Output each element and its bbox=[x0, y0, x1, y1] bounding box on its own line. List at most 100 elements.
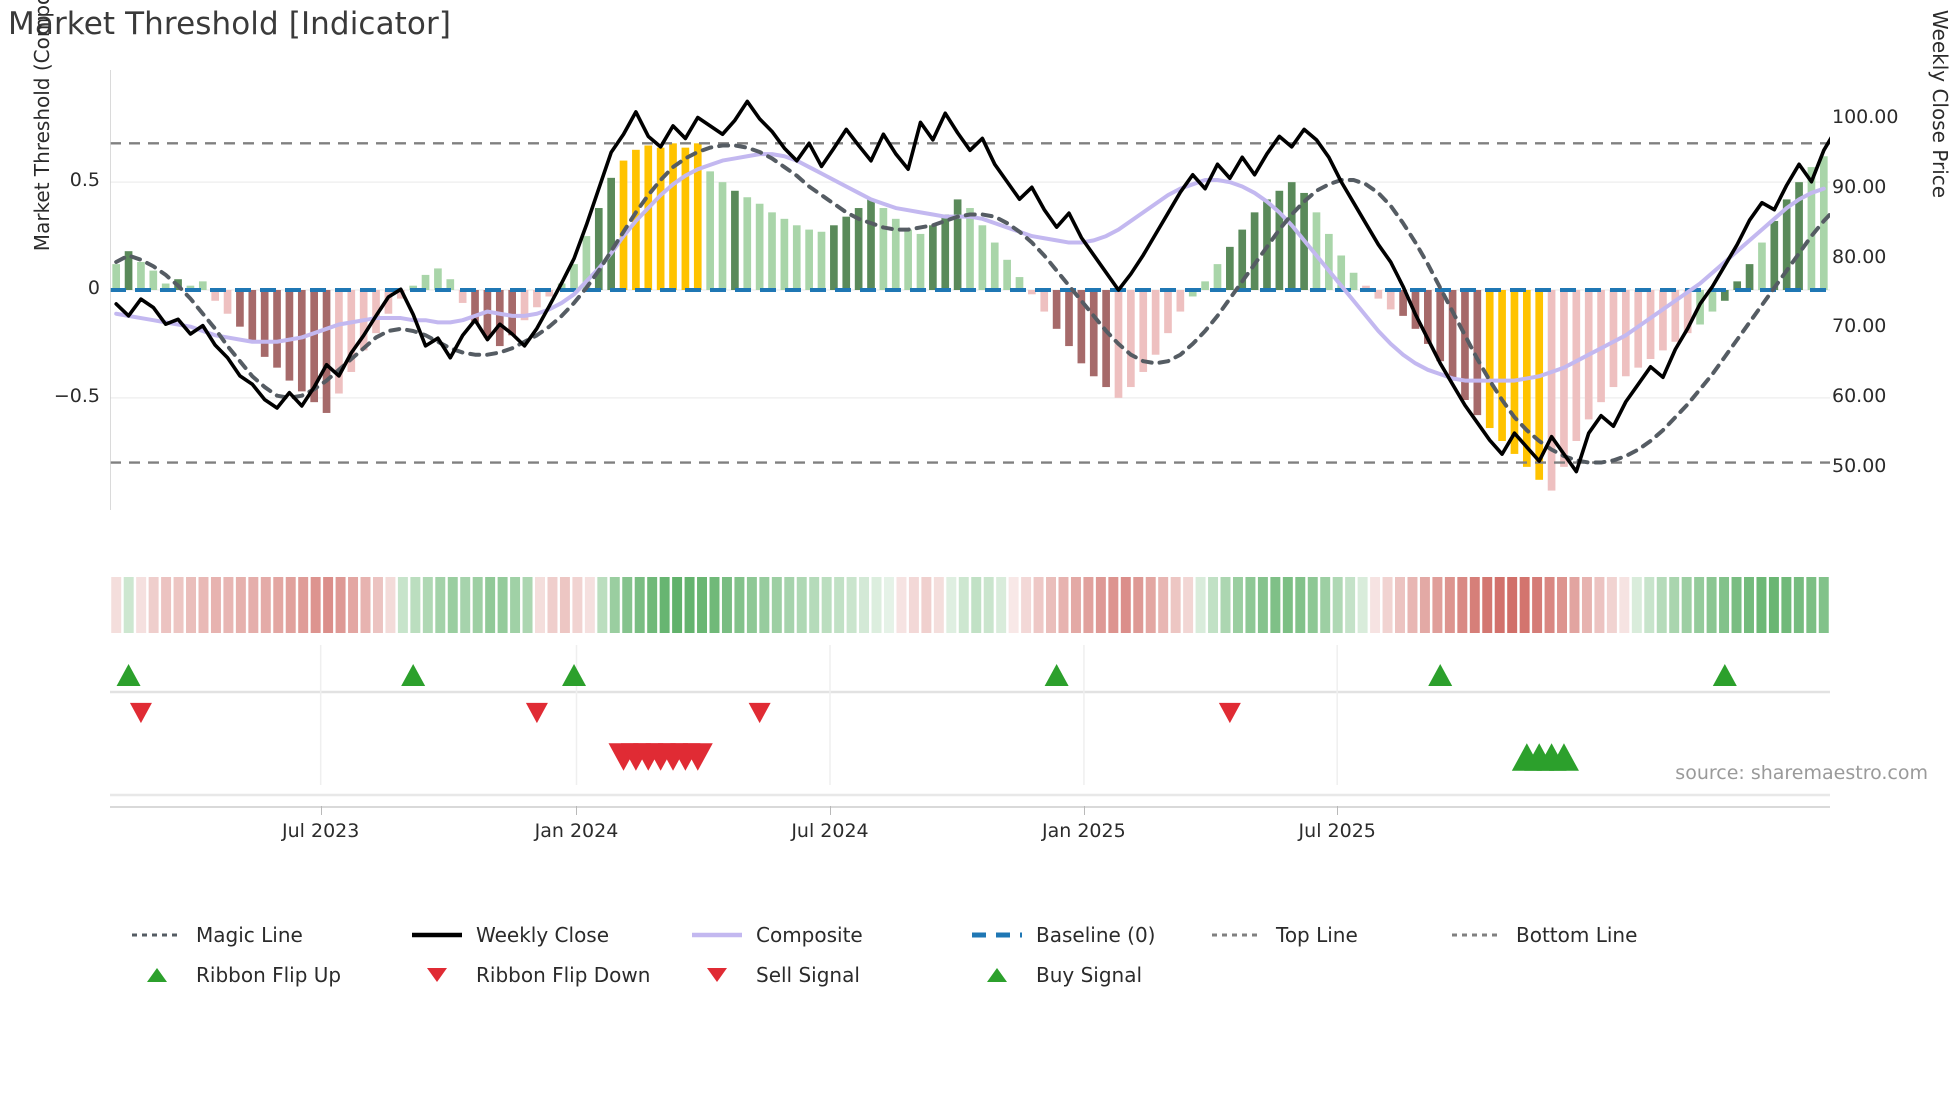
ribbon-flip-up-marker bbox=[1712, 663, 1737, 687]
legend-item[interactable]: Magic Line bbox=[130, 923, 303, 947]
ribbon-cell bbox=[1183, 577, 1194, 633]
y-tick-right: 60.00 bbox=[1832, 385, 1887, 408]
x-tick-label: Jul 2025 bbox=[1298, 820, 1376, 842]
histogram-bar bbox=[1770, 220, 1779, 290]
ribbon-cell bbox=[821, 577, 832, 633]
ribbon-cell bbox=[1731, 577, 1742, 633]
histogram-bar bbox=[990, 242, 999, 290]
ribbon-cell bbox=[1569, 577, 1580, 633]
ribbon-cell bbox=[1494, 577, 1505, 633]
histogram-bar bbox=[1683, 290, 1692, 334]
histogram-bar bbox=[1164, 290, 1172, 334]
histogram-bar bbox=[434, 268, 442, 290]
ribbon-cell bbox=[1232, 577, 1243, 633]
ribbon-cell bbox=[1631, 577, 1642, 633]
y-tick-left: 0 bbox=[87, 277, 100, 299]
legend-item[interactable]: Ribbon Flip Down bbox=[410, 963, 650, 987]
ribbon-cell bbox=[809, 577, 820, 633]
ribbon-cell bbox=[460, 577, 471, 633]
histogram-bar bbox=[124, 251, 133, 290]
histogram-bar bbox=[1089, 290, 1098, 377]
ribbon-cell bbox=[1619, 577, 1630, 633]
histogram-bar bbox=[1510, 290, 1519, 454]
histogram-bar bbox=[1065, 290, 1073, 347]
histogram-bar bbox=[1250, 212, 1259, 290]
ribbon-cell bbox=[1606, 577, 1617, 633]
ribbon-cell bbox=[1220, 577, 1231, 633]
histogram-bar bbox=[1287, 182, 1296, 290]
histogram-bar bbox=[112, 264, 121, 290]
legend-item[interactable]: Weekly Close bbox=[410, 923, 609, 947]
ribbon-cell bbox=[597, 577, 608, 633]
legend-marker-glyph bbox=[707, 968, 727, 982]
buy-signal-marker bbox=[1548, 743, 1579, 771]
histogram-bar bbox=[372, 290, 380, 334]
histogram-bar bbox=[768, 212, 776, 290]
ribbon-cell bbox=[310, 577, 321, 633]
ribbon-cell bbox=[136, 577, 147, 633]
histogram-bar bbox=[1745, 264, 1754, 290]
ribbon-cell bbox=[672, 577, 683, 633]
indicator-plot bbox=[110, 70, 1830, 510]
x-tick-label: Jul 2024 bbox=[791, 820, 869, 842]
legend-item-label: Magic Line bbox=[196, 923, 303, 947]
ribbon-cell bbox=[385, 577, 396, 633]
ribbon-cell bbox=[198, 577, 209, 633]
ribbon-flip-down-marker bbox=[525, 702, 548, 724]
histogram-bar bbox=[669, 143, 677, 290]
ribbon-cell bbox=[709, 577, 720, 633]
ribbon-cell bbox=[784, 577, 795, 633]
histogram-bar bbox=[1188, 290, 1197, 297]
legend-item[interactable]: Sell Signal bbox=[690, 963, 860, 987]
histogram-bar bbox=[322, 290, 331, 413]
ribbon-flip-up-marker bbox=[116, 663, 141, 687]
histogram-bar bbox=[1015, 277, 1024, 290]
ribbon-cell bbox=[1756, 577, 1767, 633]
histogram-bar bbox=[1362, 285, 1370, 290]
ribbon-cell bbox=[1245, 577, 1256, 633]
legend-item[interactable]: Ribbon Flip Up bbox=[130, 963, 341, 987]
ribbon-cell bbox=[771, 577, 782, 633]
ribbon-cell bbox=[535, 577, 545, 633]
histogram-bar bbox=[1102, 290, 1110, 388]
ribbon-cell bbox=[921, 577, 932, 633]
ribbon-cell bbox=[1058, 577, 1069, 633]
ribbon-cell bbox=[472, 577, 483, 633]
ribbon-cell bbox=[285, 577, 296, 633]
legend-item-label: Baseline (0) bbox=[1036, 923, 1156, 947]
ribbon-cell bbox=[759, 577, 770, 633]
ribbon-cell bbox=[161, 577, 172, 633]
ribbon-flip-up-marker bbox=[401, 663, 426, 687]
ribbon-cell bbox=[1133, 577, 1144, 633]
histogram-bar bbox=[966, 208, 974, 290]
legend-item[interactable]: Bottom Line bbox=[1450, 923, 1637, 947]
ribbon-cell bbox=[273, 577, 284, 633]
ribbon-cell bbox=[1170, 577, 1181, 633]
legend-item[interactable]: Top Line bbox=[1210, 923, 1358, 947]
legend-item-label: Ribbon Flip Down bbox=[476, 963, 651, 987]
x-axis-line bbox=[110, 806, 1830, 808]
ribbon-heatmap bbox=[110, 575, 1830, 635]
histogram-bar bbox=[1127, 290, 1135, 388]
legend-marker-glyph bbox=[147, 968, 167, 982]
ribbon-cell bbox=[435, 577, 446, 633]
histogram-bar bbox=[495, 290, 504, 347]
histogram-bar bbox=[297, 290, 306, 392]
legend-item[interactable]: Buy Signal bbox=[970, 963, 1142, 987]
x-tick-label: Jan 2025 bbox=[1042, 820, 1126, 842]
histogram-bar bbox=[1659, 290, 1667, 351]
ribbon-cell bbox=[410, 577, 421, 633]
histogram-bar bbox=[817, 231, 826, 290]
histogram-bar bbox=[223, 290, 232, 314]
legend-item[interactable]: Baseline (0) bbox=[970, 923, 1155, 947]
legend-item[interactable]: Composite bbox=[690, 923, 863, 947]
ribbon-cell bbox=[422, 577, 433, 633]
histogram-bar bbox=[1535, 290, 1544, 480]
ribbon-cell bbox=[148, 577, 159, 633]
histogram-bar bbox=[1399, 290, 1407, 316]
legend-line-swatch bbox=[1450, 925, 1504, 945]
ribbon-cell bbox=[1432, 577, 1443, 633]
ribbon-cell bbox=[622, 577, 633, 633]
histogram-bar bbox=[830, 225, 838, 290]
histogram-bar bbox=[1485, 290, 1494, 429]
